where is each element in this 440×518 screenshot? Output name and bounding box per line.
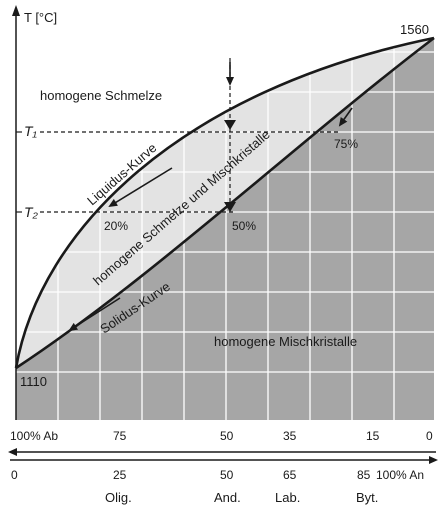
melt-label: homogene Schmelze [40, 88, 162, 103]
marker-75: 75% [334, 137, 358, 151]
ab-label-100: 100% Ab [10, 429, 58, 443]
ab-scale: 100% Ab 75 50 35 15 0 [10, 429, 433, 443]
guide-lines [40, 58, 340, 213]
top-value: 1560 [400, 22, 429, 37]
ab-tick-50: 50 [220, 429, 234, 443]
liquidus-curve [14, 36, 435, 369]
mineral-and: And. [214, 490, 241, 505]
mineral-labels: Olig. And. Lab. Byt. [105, 490, 378, 505]
solid-path-arrow-1 [338, 107, 353, 127]
solid-path-arrow-2 [68, 297, 121, 332]
ab-tick-0: 0 [426, 429, 433, 443]
an-tick-0: 0 [11, 468, 18, 482]
mineral-byt: Byt. [356, 490, 378, 505]
an-label-100: 100% An [376, 468, 424, 482]
marker-t1-liquidus-icon [224, 120, 236, 130]
an-tick-85: 85 [357, 468, 371, 482]
ab-tick-15: 15 [366, 429, 380, 443]
an-tick-65: 65 [283, 468, 297, 482]
an-scale: 0 25 50 65 85 100% An [11, 468, 424, 482]
mineral-olig: Olig. [105, 490, 132, 505]
bottom-value: 1110 [20, 374, 47, 389]
mineral-lab: Lab. [275, 490, 300, 505]
t1-label: T₁ [24, 123, 38, 139]
t2-label: T₂ [24, 204, 39, 220]
ab-tick-75: 75 [113, 429, 127, 443]
liquid-path-arrow [108, 167, 173, 208]
ab-tick-35: 35 [283, 429, 297, 443]
an-tick-25: 25 [113, 468, 127, 482]
solid-region [16, 38, 434, 420]
y-axis-arrow-icon [12, 5, 20, 16]
an-tick-50: 50 [220, 468, 234, 482]
marker-50: 50% [232, 219, 256, 233]
y-axis-label: T [°C] [24, 10, 57, 25]
marker-20: 20% [104, 219, 128, 233]
solid-label: homogene Mischkristalle [214, 334, 357, 349]
marker-t2-solidus-icon [224, 202, 236, 212]
